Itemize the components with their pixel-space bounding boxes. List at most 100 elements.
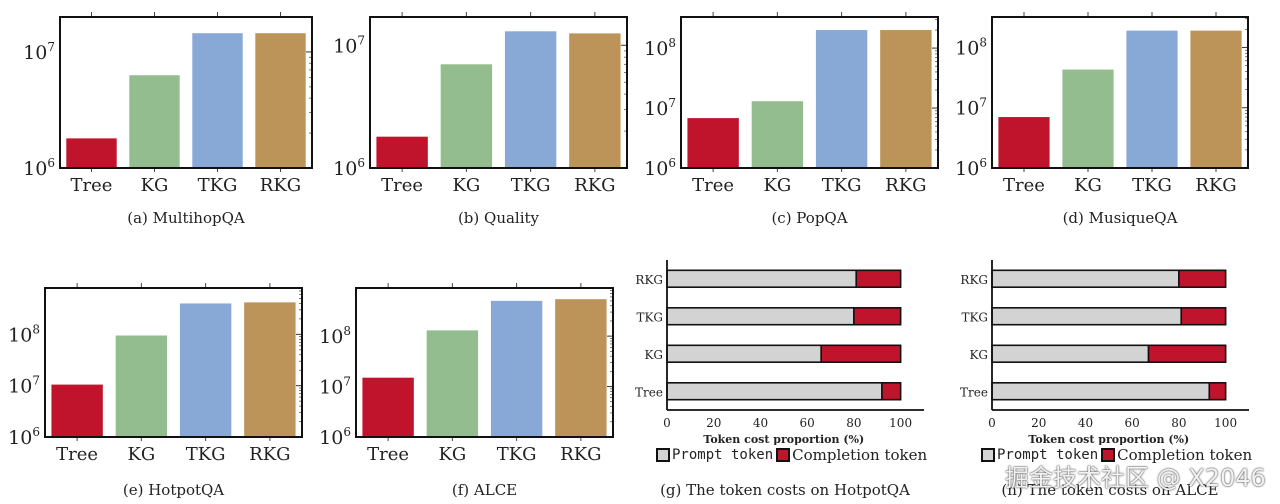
- bar-tree-prompt: [666, 382, 883, 401]
- bar-tkg: [815, 30, 868, 169]
- bar-tree: [362, 377, 414, 437]
- x-tick-label: 40: [1078, 416, 1093, 430]
- legend-label-completion: Completion token: [792, 446, 928, 464]
- panel-e: Tree KG TKG RKG 106 107 108 (e) HotpotQA: [0, 260, 320, 504]
- y-tick-label: KG: [644, 348, 663, 362]
- x-tick-label: KG: [452, 175, 480, 196]
- plot-frame: [355, 287, 614, 438]
- x-tick-label: TKG: [822, 175, 862, 196]
- x-tick-label: Tree: [367, 444, 409, 465]
- x-tick-label: RKG: [249, 444, 290, 465]
- y-tick-label: 107: [333, 33, 365, 57]
- y-tick-label: RKG: [960, 273, 988, 287]
- y-tick-label: 107: [319, 375, 351, 399]
- y-tick-label: 108: [644, 36, 676, 60]
- x-tick-label: TKG: [186, 444, 226, 465]
- caption-f: (f) ALCE: [451, 481, 518, 499]
- x-tick-label: 100: [889, 416, 912, 430]
- legend-label-completion: Completion token: [1117, 446, 1253, 464]
- bar-tkg: [192, 33, 243, 168]
- legend-label-prompt: Prompt token: [997, 447, 1099, 463]
- chart-e: Tree KG TKG RKG 106 107 108: [8, 283, 303, 465]
- caption-g: (g) The token costs on HotpotQA: [660, 481, 910, 499]
- bar-kg: [440, 64, 493, 168]
- caption-a: (a) MultihopQA: [127, 209, 245, 227]
- panel-d: Tree KG TKG RKG 106 107 108 (d) MusiqueQA: [950, 0, 1280, 240]
- y-tick-label: 106: [644, 156, 676, 180]
- bar-kg: [115, 335, 168, 437]
- y-tick-label: Tree: [635, 385, 663, 399]
- x-tick-label: Tree: [56, 444, 98, 465]
- x-tick-label: 20: [706, 416, 721, 430]
- y-tick-label: 108: [8, 322, 40, 346]
- y-tick-label: 107: [23, 40, 55, 64]
- bar-tree: [66, 138, 117, 168]
- bar-rkg: [255, 33, 306, 168]
- panel-g: Tree KG TKG RKG 0 20 40 60 80 100 Token cost propo…: [620, 255, 940, 504]
- panel-f: Tree KG TKG RKG 106 107 108 (f) ALCE: [310, 260, 630, 504]
- x-tick-label: TKG: [497, 444, 537, 465]
- y-tick-label: Tree: [960, 385, 988, 399]
- x-tick-label: RKG: [574, 175, 615, 196]
- x-tick-label: 40: [753, 416, 768, 430]
- chart-c: Tree KG TKG RKG 106 107 108: [644, 12, 939, 196]
- bar-rkg-completion: [855, 269, 902, 288]
- x-tick-label: 60: [800, 416, 815, 430]
- caption-c: (c) PopQA: [771, 209, 848, 227]
- panel-h: Tree KG TKG RKG 0 20 40 60 80 100 Token cost propo…: [945, 255, 1280, 504]
- bar-tree: [998, 117, 1050, 168]
- x-tick-label: 100: [1214, 416, 1237, 430]
- x-tick-label: KG: [141, 175, 169, 196]
- plot-frame: [991, 16, 1249, 169]
- caption-e: (e) HotpotQA: [122, 481, 225, 499]
- bar-tree: [687, 118, 739, 168]
- bar-tkg-prompt: [991, 307, 1183, 326]
- y-tick-label: 107: [8, 374, 40, 398]
- bar-kg: [1062, 69, 1114, 168]
- y-tick-label: 106: [955, 156, 987, 180]
- y-tick-label: KG: [969, 348, 988, 362]
- y-tick-label: RKG: [635, 273, 663, 287]
- legend-swatch-completion: [776, 448, 791, 462]
- x-tick-label: KG: [1074, 175, 1102, 196]
- y-tick-label: 108: [955, 35, 987, 59]
- x-tick-label: Tree: [381, 175, 423, 196]
- x-tick-label: 20: [1031, 416, 1046, 430]
- bar-rkg: [555, 299, 607, 437]
- chart-g: Tree KG TKG RKG 0 20 40 60 80 100 Token cost propo…: [635, 260, 924, 446]
- chart-b: Tree KG TKG RKG 106 107: [333, 12, 628, 196]
- bar-tkg: [504, 31, 557, 168]
- caption-h: (h) The token costs on ALCE: [1001, 481, 1219, 499]
- y-tick-label: 106: [8, 425, 40, 449]
- x-tick-label: Tree: [692, 175, 734, 196]
- bar-tree-prompt: [991, 382, 1211, 401]
- bar-kg: [129, 75, 180, 168]
- bar-rkg-prompt: [666, 269, 858, 288]
- x-tick-label: 80: [1171, 416, 1186, 430]
- chart-d: Tree KG TKG RKG 106 107 108: [955, 12, 1249, 196]
- bar-rkg: [244, 302, 296, 437]
- bar-rkg-completion: [1178, 269, 1227, 288]
- bar-kg-prompt: [666, 344, 822, 363]
- panel-a: Tree KG TKG RKG 106 107 (a) MultihopQA: [0, 0, 320, 240]
- x-tick-label: 60: [1125, 416, 1140, 430]
- bar-tkg-completion: [853, 307, 902, 326]
- chart-h: Tree KG TKG RKG 0 20 40 60 80 100 Token cost propo…: [960, 260, 1249, 446]
- plot-frame: [44, 287, 303, 438]
- bar-kg-completion: [1147, 344, 1227, 363]
- x-tick-label: KG: [438, 444, 466, 465]
- x-tick-label: RKG: [1195, 175, 1236, 196]
- legend-swatch-prompt: [981, 448, 995, 462]
- legend-h: Prompt token Completion token: [981, 446, 1252, 464]
- x-tick-label: Tree: [71, 175, 113, 196]
- bar-tkg-prompt: [666, 307, 855, 326]
- x-tick-label: RKG: [560, 444, 601, 465]
- caption-d: (d) MusiqueQA: [1062, 209, 1178, 227]
- x-tick-label: RKG: [260, 175, 301, 196]
- bar-tree-completion: [1208, 382, 1227, 401]
- legend-g: Prompt token Completion token: [656, 446, 927, 464]
- plot-frame: [680, 16, 939, 169]
- bar-tkg-completion: [1180, 307, 1227, 326]
- y-tick-label: TKG: [961, 310, 988, 324]
- y-tick-label: 106: [333, 156, 365, 180]
